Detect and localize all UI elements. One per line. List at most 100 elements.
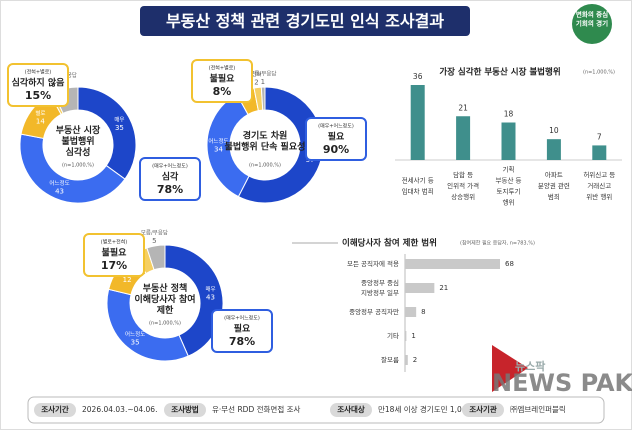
- bar: [405, 283, 435, 293]
- bar: [456, 116, 471, 160]
- callout-value: 78%: [229, 335, 255, 348]
- y-tick-label: 잘모름: [381, 356, 399, 364]
- logo-text: 변화의 중심 기회의 경기: [576, 10, 608, 28]
- x-tick-label: 담합 등 인위적 가격 상승행위: [447, 170, 479, 201]
- chart-title: 가장 심각한 부동산 시장 불법행위: [439, 67, 560, 78]
- segment-name: 매우: [114, 115, 124, 123]
- callout-label: 불필요: [210, 73, 236, 85]
- segment-name: 어느정도: [208, 137, 228, 145]
- donut-segment: [19, 133, 126, 204]
- segment-value: 2: [254, 79, 258, 87]
- segment-name: 어느정도: [125, 330, 145, 338]
- callout-box: [305, 117, 367, 161]
- logo-badge: [572, 4, 612, 44]
- segment-name: 전혀: [251, 70, 261, 78]
- value-label: 36: [413, 72, 423, 81]
- bar: [405, 355, 408, 365]
- value-label: 2: [413, 356, 417, 364]
- value-label: 10: [549, 126, 559, 135]
- footer-pill: [462, 403, 504, 417]
- footer-label: 조사대상: [337, 404, 365, 414]
- watermark-big: NEWS PAK: [492, 369, 632, 397]
- footer-label: 조사방법: [171, 404, 199, 414]
- donut-title: 부동산 정책 이해당사자 참여 제한: [134, 282, 195, 316]
- callout-note: (매우+어느정도): [318, 123, 354, 130]
- donut-segment: [77, 86, 137, 180]
- value-label: 68: [505, 260, 514, 268]
- callout-value: 17%: [101, 259, 127, 272]
- callout-label: 필요: [234, 323, 251, 335]
- callout-value: 15%: [25, 89, 51, 102]
- bar: [405, 331, 407, 341]
- bar: [501, 122, 516, 160]
- segment-value: 14: [36, 118, 45, 126]
- bar: [405, 307, 417, 317]
- callout-value: 90%: [323, 143, 349, 156]
- callout-box: [83, 233, 145, 277]
- bar: [546, 139, 561, 160]
- segment-value: 5: [152, 237, 156, 245]
- watermark-mark: [492, 345, 528, 392]
- segment-value: 43: [55, 188, 64, 196]
- callout-note: (전혀+별로): [209, 65, 236, 72]
- value-label: 7: [597, 132, 602, 141]
- footer-pill: [330, 403, 372, 417]
- segment-name: 매우: [205, 285, 215, 293]
- chart-subtitle: (n=1,000,%): [583, 70, 615, 76]
- callout-note: (매우+어느정도): [224, 315, 260, 322]
- donut-note: (n=1,000,%): [249, 163, 281, 169]
- segment-name: 모름/무응답: [249, 71, 276, 78]
- callout-value: 8%: [213, 85, 232, 98]
- donut-note: (n=1,000,%): [62, 163, 94, 169]
- value-label: 8: [421, 308, 425, 316]
- donut-segment: [260, 86, 266, 111]
- segment-value: 1: [261, 78, 265, 86]
- segment-name: 모름/무응답: [141, 229, 168, 236]
- donut-title: 부동산 시장 불법행위 심각성: [56, 124, 101, 158]
- footer-text: ㈜엠브레인퍼블릭: [510, 404, 566, 414]
- donut-segment: [237, 86, 324, 204]
- x-tick-label: 아파트 분양권 관련 범죄: [538, 170, 570, 201]
- donut-segment: [106, 288, 189, 362]
- footer-text: 2026.04.03.~04.06.: [82, 405, 157, 414]
- callout-label: 불필요: [102, 247, 128, 259]
- x-tick-label: 기획 부동산 등 토지투기 행위: [496, 165, 522, 207]
- segment-value: 35: [115, 124, 124, 132]
- y-tick-label: 기타: [387, 331, 399, 340]
- footer-label: 조사기관: [469, 404, 497, 414]
- value-label: 21: [458, 103, 468, 112]
- footer-pill: [164, 403, 206, 417]
- chart-title: 이해당사자 참여 제한 범위: [342, 238, 437, 249]
- segment-value: 43: [206, 293, 215, 301]
- page-title: 부동산 정책 관련 경기도민 인식 조사결과: [166, 12, 444, 31]
- segment-value: 12: [123, 276, 132, 284]
- footer-pill: [34, 403, 76, 417]
- footer-text: 유·무선 RDD 전화면접 조사: [212, 404, 300, 414]
- callout-box: [7, 63, 69, 107]
- footer-text: 만18세 이상 경기도민 1,000명: [378, 404, 478, 414]
- bar: [405, 259, 500, 269]
- footer-label: 조사기간: [41, 404, 69, 414]
- watermark-small: 뉴스팍: [515, 359, 545, 373]
- donut-segment: [146, 244, 166, 271]
- chart-subtitle: (참여제한 필요 응답자, n=783,%): [460, 240, 535, 247]
- donut-title: 경기도 차원 불법행위 단속 필요성: [225, 129, 306, 152]
- segment-name: 별로: [35, 109, 45, 117]
- segment-value: 35: [131, 339, 140, 347]
- value-label: 1: [411, 332, 415, 340]
- x-tick-label: 전세사기 등 임대차 범죄: [402, 176, 434, 196]
- donut-segment: [164, 244, 224, 357]
- callout-label: 필요: [328, 131, 345, 143]
- callout-box: [139, 157, 201, 201]
- callout-note: (별로+전혀): [101, 239, 128, 246]
- donut-note: (n=1,000,%): [149, 321, 181, 327]
- y-tick-label: 중앙정부 중심 지방정부 일부: [361, 278, 399, 297]
- bar: [592, 145, 607, 160]
- value-label: 21: [439, 284, 448, 292]
- callout-note: (매우+어느정도): [152, 163, 188, 170]
- segment-name: 어느정도: [49, 179, 69, 187]
- y-tick-label: 중앙정부 공직자만: [349, 307, 399, 316]
